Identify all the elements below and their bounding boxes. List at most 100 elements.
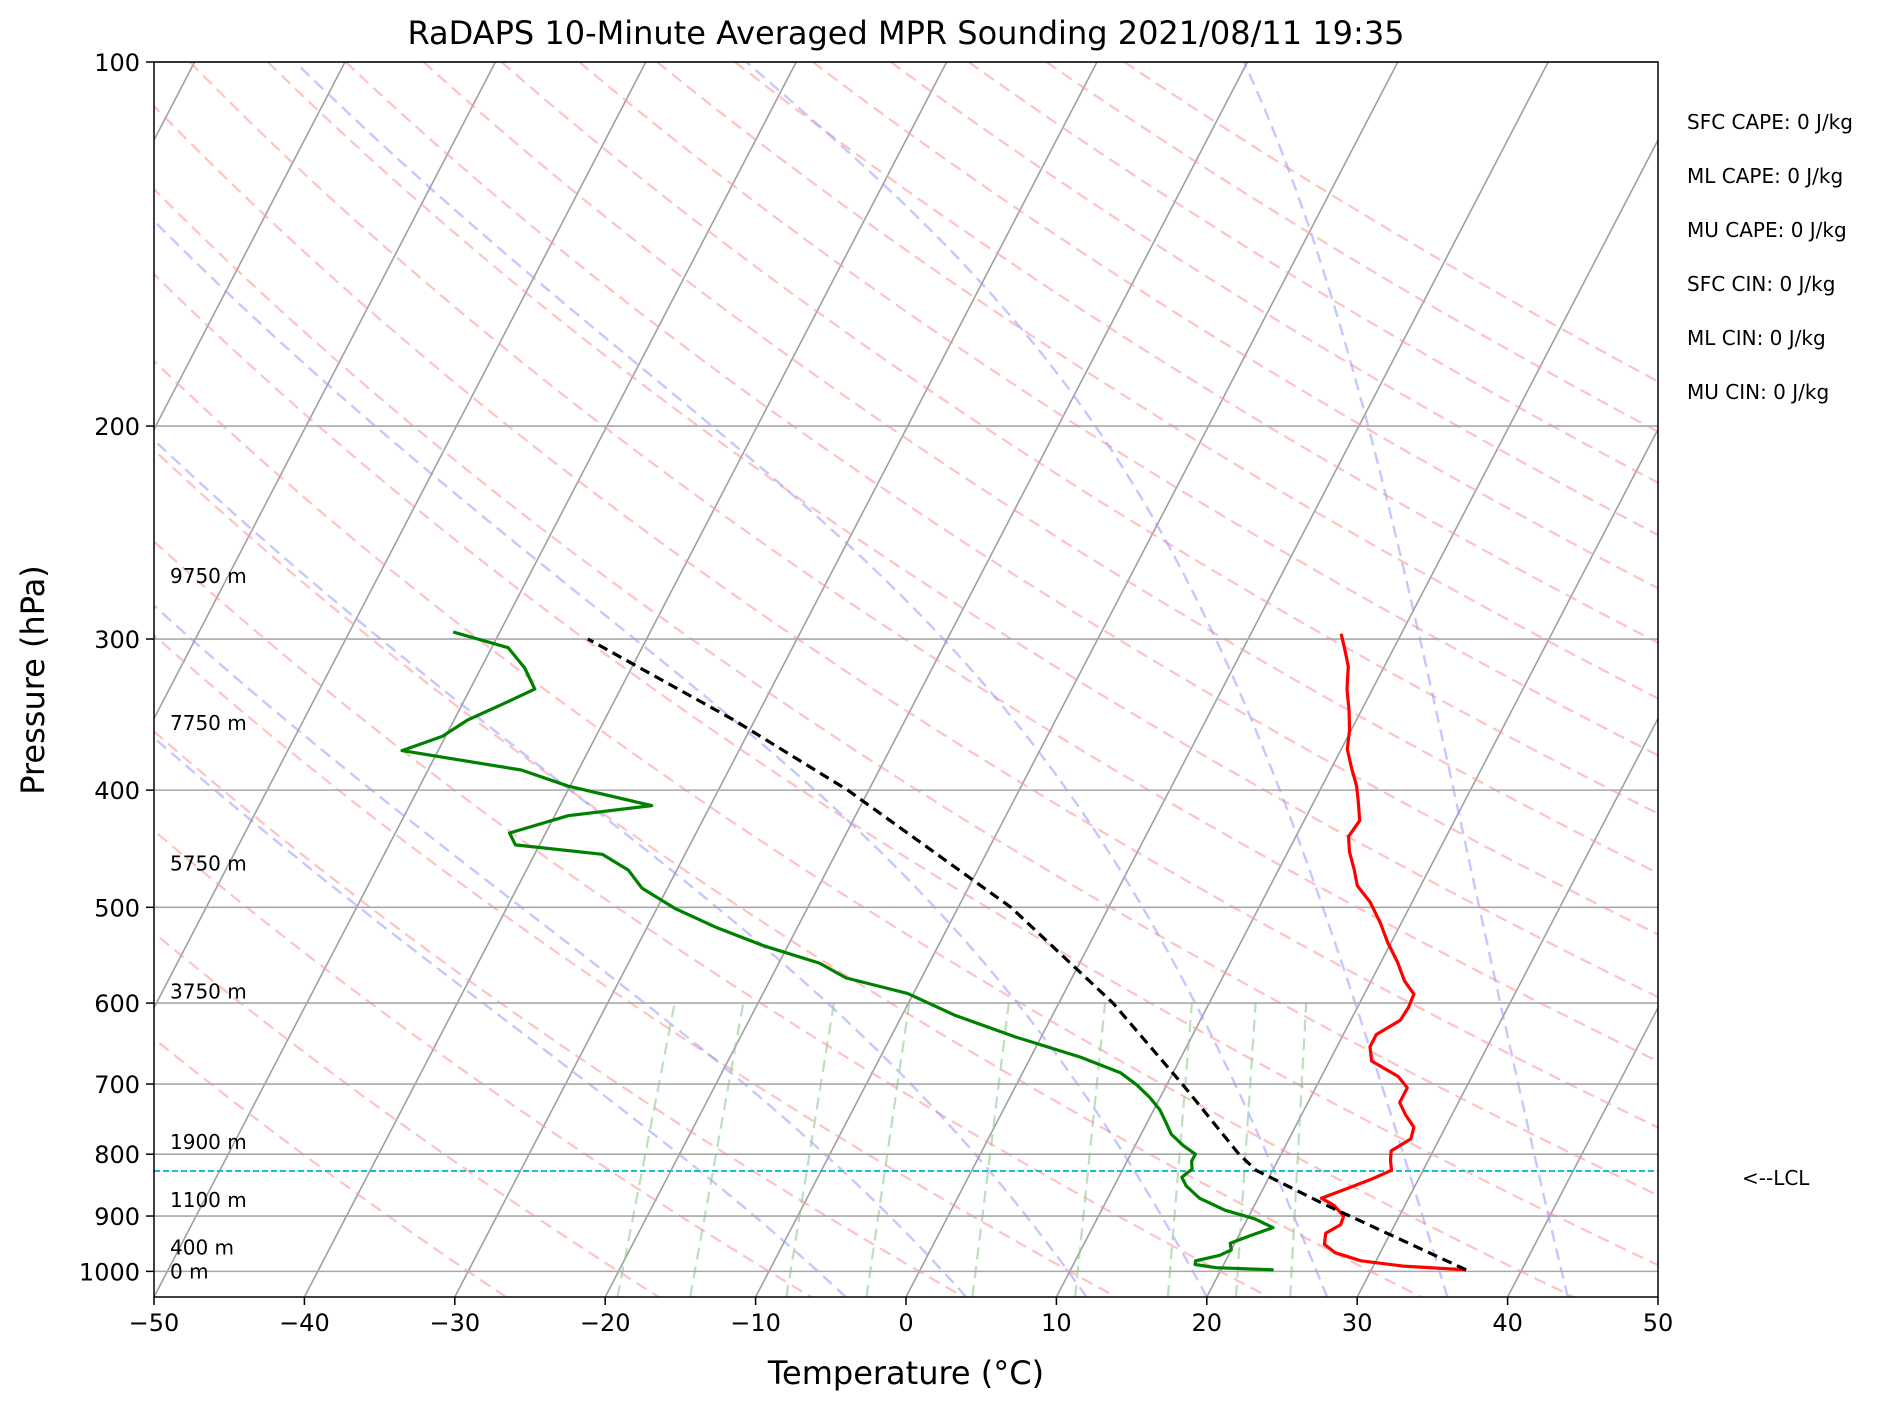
stability-index: SFC CIN: 0 J/kg bbox=[1687, 272, 1835, 296]
isotherm-line bbox=[1808, 62, 1882, 1297]
dry-adiabat-line bbox=[890, 62, 1658, 537]
x-tick-label: −20 bbox=[580, 1309, 631, 1337]
height-label: 1900 m bbox=[170, 1130, 247, 1154]
x-tick-label: −50 bbox=[129, 1309, 180, 1337]
mixing-ratio-line bbox=[1234, 1003, 1257, 1297]
height-labels: 9750 m 7750 m 5750 m 3750 m 1900 m 1100 m 400 … bbox=[170, 564, 247, 1284]
chart-title: RaDAPS 10-Minute Averaged MPR Sounding 2… bbox=[407, 14, 1404, 52]
moist-adiabat-line bbox=[154, 219, 1208, 1297]
dry-adiabat-line bbox=[154, 187, 1658, 1197]
dry-adiabat-line bbox=[578, 62, 1658, 757]
stability-index: SFC CAPE: 0 J/kg bbox=[1687, 110, 1853, 134]
x-axis-ticks: −50 −40 −30 −20 −10 0 10 20 30 40 50 bbox=[129, 1297, 1674, 1337]
x-axis-label: Temperature (°C) bbox=[767, 1354, 1044, 1392]
mixing-ratio-line bbox=[971, 1002, 1010, 1297]
dry-adiabat-line bbox=[812, 62, 1658, 590]
height-label: 5750 m bbox=[170, 852, 247, 876]
dry-adiabat-line bbox=[1045, 62, 1658, 433]
height-label: 0 m bbox=[170, 1259, 209, 1283]
dry-adiabat-line bbox=[154, 448, 1422, 1297]
isotherm-line bbox=[1055, 138, 1658, 1297]
isotherm-line bbox=[1206, 427, 1658, 1297]
mixing-ratio-line bbox=[1074, 1002, 1107, 1297]
dry-adiabat-line bbox=[154, 104, 1658, 1129]
stability-index: ML CIN: 0 J/kg bbox=[1687, 326, 1826, 350]
stability-indices: SFC CAPE: 0 J/kg ML CAPE: 0 J/kg MU CAPE: … bbox=[1687, 110, 1853, 404]
mixing-ratio-line bbox=[865, 1002, 911, 1297]
isotherm-line bbox=[1506, 1006, 1658, 1297]
x-tick-label: 30 bbox=[1342, 1309, 1373, 1337]
y-tick-label: 700 bbox=[94, 1071, 140, 1099]
dry-adiabat-line bbox=[154, 1037, 507, 1297]
isotherm-line bbox=[1657, 1295, 1658, 1297]
stability-index: MU CAPE: 0 J/kg bbox=[1687, 218, 1847, 242]
stability-index: ML CAPE: 0 J/kg bbox=[1687, 164, 1843, 188]
temperature-profile-line bbox=[1319, 633, 1467, 1272]
dry-adiabat-line bbox=[154, 633, 1117, 1297]
y-tick-label: 1000 bbox=[79, 1258, 140, 1286]
x-tick-label: −40 bbox=[279, 1309, 330, 1337]
dry-adiabat-line bbox=[154, 931, 660, 1297]
dry-adiabat-line bbox=[1123, 62, 1658, 383]
dry-adiabat-line bbox=[154, 730, 965, 1297]
dry-adiabat-line bbox=[734, 62, 1658, 644]
moist-adiabat-line bbox=[154, 603, 968, 1297]
isotherm-line bbox=[154, 62, 497, 721]
dewpoint-profile-line bbox=[400, 630, 1275, 1272]
dry-adiabat-line bbox=[154, 829, 812, 1297]
x-tick-label: 50 bbox=[1643, 1309, 1674, 1337]
lcl-marker: <--LCL bbox=[154, 1166, 1810, 1190]
height-label: 9750 m bbox=[170, 564, 247, 588]
mixing-ratio-line bbox=[689, 1002, 745, 1297]
dry-adiabat-line bbox=[422, 62, 1658, 875]
background-reference-lines bbox=[154, 62, 1882, 1297]
moist-adiabat-line bbox=[745, 62, 1449, 1297]
y-tick-label: 400 bbox=[94, 777, 140, 805]
isotherm-line bbox=[905, 62, 1549, 1297]
dry-adiabat-line bbox=[344, 62, 1658, 936]
mixing-ratio-line bbox=[616, 1002, 676, 1297]
moist-adiabat-line bbox=[294, 62, 1329, 1297]
y-tick-label: 300 bbox=[94, 626, 140, 654]
parcel-profile-line bbox=[587, 637, 1467, 1272]
isotherm-line bbox=[604, 62, 1249, 1297]
dry-adiabat-line bbox=[267, 62, 1658, 999]
isotherm-line bbox=[1356, 716, 1658, 1297]
moist-adiabat-line bbox=[154, 736, 847, 1297]
dry-adiabat-line bbox=[154, 539, 1270, 1297]
stability-index: MU CIN: 0 J/kg bbox=[1687, 380, 1829, 404]
isotherm-line bbox=[154, 62, 797, 1297]
x-tick-label: 20 bbox=[1192, 1309, 1223, 1337]
y-tick-label: 800 bbox=[94, 1141, 140, 1169]
lcl-label: <--LCL bbox=[1742, 1166, 1810, 1190]
y-tick-label: 100 bbox=[94, 49, 140, 77]
y-tick-label: 500 bbox=[94, 894, 140, 922]
dry-adiabat-line bbox=[967, 62, 1658, 485]
dry-adiabat-line bbox=[154, 272, 1658, 1267]
dry-adiabat-line bbox=[154, 359, 1575, 1297]
x-tick-label: −30 bbox=[429, 1309, 480, 1337]
x-tick-label: 0 bbox=[898, 1309, 913, 1337]
height-label: 3750 m bbox=[170, 980, 247, 1004]
isotherm-line bbox=[154, 62, 346, 432]
x-tick-label: 40 bbox=[1492, 1309, 1523, 1337]
dry-adiabat-line bbox=[656, 62, 1658, 700]
moist-adiabat-line bbox=[1242, 62, 1569, 1297]
isotherm-line bbox=[154, 62, 647, 1010]
height-label: 7750 m bbox=[170, 711, 247, 735]
sounding-profiles bbox=[400, 630, 1467, 1272]
mixing-ratio-line bbox=[1289, 1003, 1308, 1297]
height-label: 1100 m bbox=[170, 1188, 247, 1212]
y-axis-ticks: 100 200 300 400 500 600 700 800 900 1000 bbox=[79, 49, 154, 1286]
y-axis-label: Pressure (hPa) bbox=[14, 565, 52, 795]
y-tick-label: 900 bbox=[94, 1203, 140, 1231]
pressure-gridlines bbox=[154, 61, 1658, 1273]
height-label: 400 m bbox=[170, 1236, 234, 1260]
isotherm-line bbox=[454, 62, 1098, 1297]
y-tick-label: 200 bbox=[94, 413, 140, 441]
mixing-ratio-line bbox=[1166, 1003, 1193, 1297]
isotherm-line bbox=[303, 62, 948, 1297]
plot-frame bbox=[153, 61, 1659, 1298]
moist-adiabat-line bbox=[154, 438, 1088, 1297]
